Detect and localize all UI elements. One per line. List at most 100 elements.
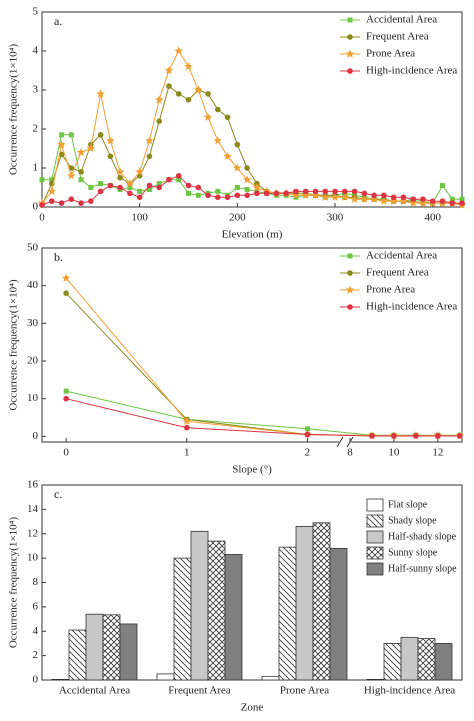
- marker: [439, 198, 446, 204]
- panel-label: b.: [54, 250, 63, 264]
- marker: [390, 194, 397, 201]
- y-tick-label: 50: [27, 242, 39, 254]
- marker: [127, 190, 133, 197]
- marker: [195, 184, 202, 191]
- marker: [115, 167, 125, 176]
- marker: [429, 198, 436, 204]
- x-tick-label: Frequent Area: [168, 685, 231, 697]
- bar: [366, 678, 385, 681]
- x-axis-label: Slope (°): [232, 464, 272, 476]
- x-tick-label: 10: [388, 447, 400, 459]
- marker: [59, 132, 65, 138]
- marker: [156, 184, 163, 191]
- marker: [78, 200, 84, 206]
- y-tick-label: 0: [33, 430, 39, 442]
- x-tick-label: 1: [184, 447, 190, 459]
- y-tick-label: 8: [33, 576, 39, 588]
- marker: [399, 196, 408, 205]
- marker: [391, 433, 397, 439]
- legend-label: Accidental Area: [366, 14, 437, 26]
- marker: [330, 192, 340, 201]
- y-tick-label: 16: [27, 479, 39, 491]
- marker: [223, 151, 232, 160]
- marker: [86, 144, 96, 153]
- legend-label: Half-sunny slope: [388, 563, 457, 574]
- plot-frame: [41, 247, 463, 443]
- legend-label: Sunny slope: [388, 547, 438, 558]
- marker: [351, 188, 358, 195]
- legend-label: Flat slope: [388, 499, 428, 510]
- marker: [439, 183, 445, 189]
- marker: [58, 200, 65, 206]
- marker: [185, 182, 192, 189]
- marker: [389, 196, 398, 205]
- legend-swatch: [366, 498, 384, 512]
- marker: [117, 184, 123, 191]
- marker: [379, 196, 389, 205]
- x-tick-label: Accidental Area: [59, 685, 130, 697]
- marker: [459, 196, 465, 202]
- marker: [304, 426, 310, 432]
- marker: [293, 188, 299, 195]
- bar: [417, 638, 436, 681]
- marker: [273, 190, 280, 197]
- marker: [63, 395, 69, 402]
- marker: [312, 188, 319, 195]
- marker: [57, 140, 66, 149]
- marker: [233, 163, 242, 172]
- y-tick-label: 30: [27, 317, 39, 329]
- y-axis-label: Occurrence frequency(1×10⁴): [8, 517, 20, 649]
- y-tick-label: 12: [27, 527, 38, 539]
- bar: [312, 522, 331, 681]
- marker: [371, 192, 377, 199]
- marker: [311, 190, 320, 199]
- marker: [215, 106, 221, 113]
- x-tick-label: High-incidence Area: [364, 685, 455, 697]
- marker: [68, 165, 75, 171]
- bar: [261, 675, 280, 681]
- marker: [291, 190, 301, 199]
- legend-marker: [347, 17, 353, 23]
- marker: [117, 174, 123, 181]
- x-axis-label: Zone: [241, 702, 264, 714]
- marker: [76, 147, 86, 156]
- marker: [136, 194, 143, 201]
- marker: [135, 167, 144, 176]
- marker: [63, 388, 69, 394]
- bar: [278, 546, 297, 681]
- marker: [174, 46, 183, 55]
- marker: [234, 141, 241, 148]
- marker: [125, 179, 135, 188]
- marker: [68, 196, 75, 202]
- marker: [176, 177, 182, 183]
- legend-label: Half-shady slope: [388, 531, 457, 542]
- bar: [156, 673, 175, 681]
- marker: [195, 192, 201, 198]
- marker: [263, 190, 270, 197]
- series-line: [65, 292, 460, 437]
- y-tick-label: 2: [33, 123, 39, 135]
- marker: [166, 83, 172, 89]
- bar: [68, 629, 87, 681]
- y-tick-label: 4: [33, 45, 39, 57]
- marker: [88, 185, 94, 190]
- bar: [400, 636, 419, 681]
- y-tick-label: 5: [33, 6, 39, 18]
- marker: [369, 194, 379, 203]
- legend-marker: [345, 285, 355, 294]
- marker: [39, 202, 45, 208]
- x-tick-label: 200: [229, 212, 246, 224]
- y-axis-label: Occurrence frequency(1×10⁴): [8, 44, 20, 176]
- x-tick-label: 12: [432, 447, 443, 459]
- legend-label: Shady slope: [388, 515, 437, 526]
- marker: [408, 198, 418, 207]
- marker: [332, 188, 338, 195]
- marker: [215, 188, 221, 194]
- marker: [146, 153, 153, 160]
- legend-marker: [347, 253, 353, 259]
- legend-label: High-incidence Area: [366, 301, 457, 313]
- legend-marker: [347, 304, 353, 310]
- marker: [184, 62, 193, 71]
- x-tick-label: 0: [39, 212, 45, 224]
